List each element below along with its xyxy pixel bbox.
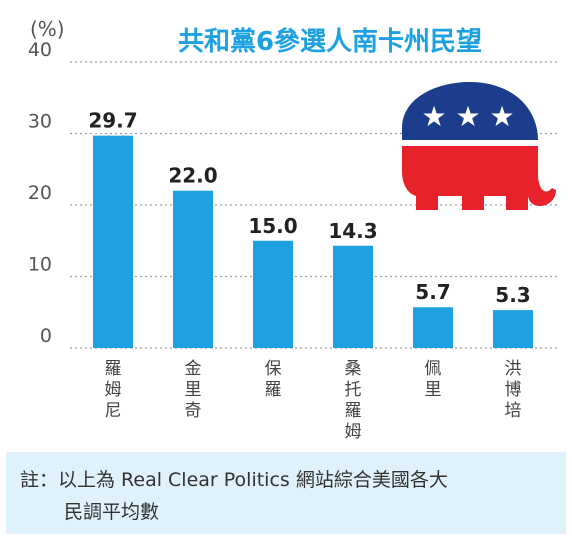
svg-text:★: ★ <box>421 100 446 133</box>
footnote-box <box>6 452 566 534</box>
value-labels: 29.7 22.0 15.0 14.3 5.7 5.3 <box>88 109 530 307</box>
y-tick-label: 0 <box>40 325 52 347</box>
chart-title: 共和黨6參選人南卡州民望 <box>178 26 482 57</box>
bar <box>93 135 133 348</box>
bar <box>493 310 533 348</box>
y-axis-unit-label: (%) <box>30 17 65 41</box>
value-label: 5.7 <box>415 280 450 304</box>
y-axis-ticks: 0 10 20 30 40 <box>28 39 52 347</box>
footnote-line-1: 註：以上為 Real Clear Politics 網站綜合美國各大 <box>20 469 448 491</box>
category-label: 金里奇 <box>185 359 202 421</box>
bar <box>173 190 213 348</box>
svg-text:★: ★ <box>455 100 480 133</box>
y-tick-label: 30 <box>28 111 52 133</box>
value-label: 22.0 <box>168 164 217 188</box>
footnote-line-2: 民調平均數 <box>64 501 160 523</box>
category-label: 羅姆尼 <box>105 359 122 421</box>
value-label: 14.3 <box>328 219 377 243</box>
category-label: 桑托羅姆 <box>345 359 362 442</box>
footnote: 註：以上為 Real Clear Politics 網站綜合美國各大 民調平均數 <box>20 464 560 528</box>
category-label: 佩里 <box>425 359 442 400</box>
category-label: 保羅 <box>265 359 282 400</box>
category-labels: 羅姆尼 金里奇 保羅 桑托羅姆 佩里 洪博培 <box>105 359 522 442</box>
bars <box>93 135 533 348</box>
value-label: 29.7 <box>88 109 137 133</box>
y-tick-label: 10 <box>28 254 52 276</box>
bar-chart: 0 10 20 30 40 (%) 共和黨6參選人南卡州民望 ★ ★ ★ 29.7 22.… <box>28 17 560 442</box>
grid-lines <box>70 61 560 349</box>
y-tick-label: 40 <box>28 39 52 61</box>
category-label: 洪博培 <box>505 359 522 421</box>
y-tick-label: 20 <box>28 182 52 204</box>
svg-text:★: ★ <box>489 100 514 133</box>
value-label: 15.0 <box>248 214 297 238</box>
bar <box>253 240 293 348</box>
republican-elephant-icon: ★ ★ ★ <box>402 82 556 210</box>
bar <box>413 307 453 348</box>
value-label: 5.3 <box>495 283 530 307</box>
bar <box>333 245 373 348</box>
